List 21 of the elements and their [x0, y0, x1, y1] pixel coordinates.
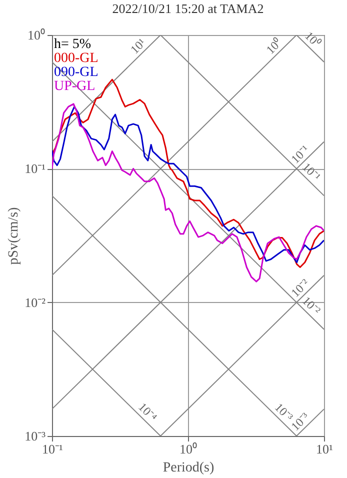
annotation: 10⁰ — [302, 28, 324, 50]
annotation: 10⁻³ — [272, 400, 296, 424]
annotation: 10⁻⁴ — [136, 400, 160, 424]
annotation: 10⁻¹ — [300, 160, 324, 184]
annotation: 10⁻² — [300, 294, 324, 318]
y-tick-label: 10⁻¹ — [24, 161, 46, 176]
x-tick-label: 10⁰ — [180, 442, 198, 456]
series-label: 000-GL — [54, 51, 98, 66]
series-label: UP-GL — [54, 79, 96, 94]
y-tick-label: 10⁰ — [28, 28, 46, 42]
annotation: 10⁰ — [263, 36, 284, 57]
x-axis-title: Period(s) — [162, 460, 214, 476]
annotation: 10¹ — [128, 35, 149, 57]
y-tick-label: 10⁻³ — [24, 428, 46, 444]
y-tick-label: 10⁻² — [24, 294, 46, 310]
legend-title: h= 5% — [54, 37, 92, 52]
y-axis-title: pSv(cm/s) — [6, 206, 22, 265]
x-tick-label: 10⁻¹ — [42, 442, 64, 456]
text: 090-GL — [54, 65, 98, 80]
chart-title: 2022/10/21 15:20 at TAMA2 — [112, 1, 264, 16]
x-tick-label: 10¹ — [316, 442, 334, 456]
